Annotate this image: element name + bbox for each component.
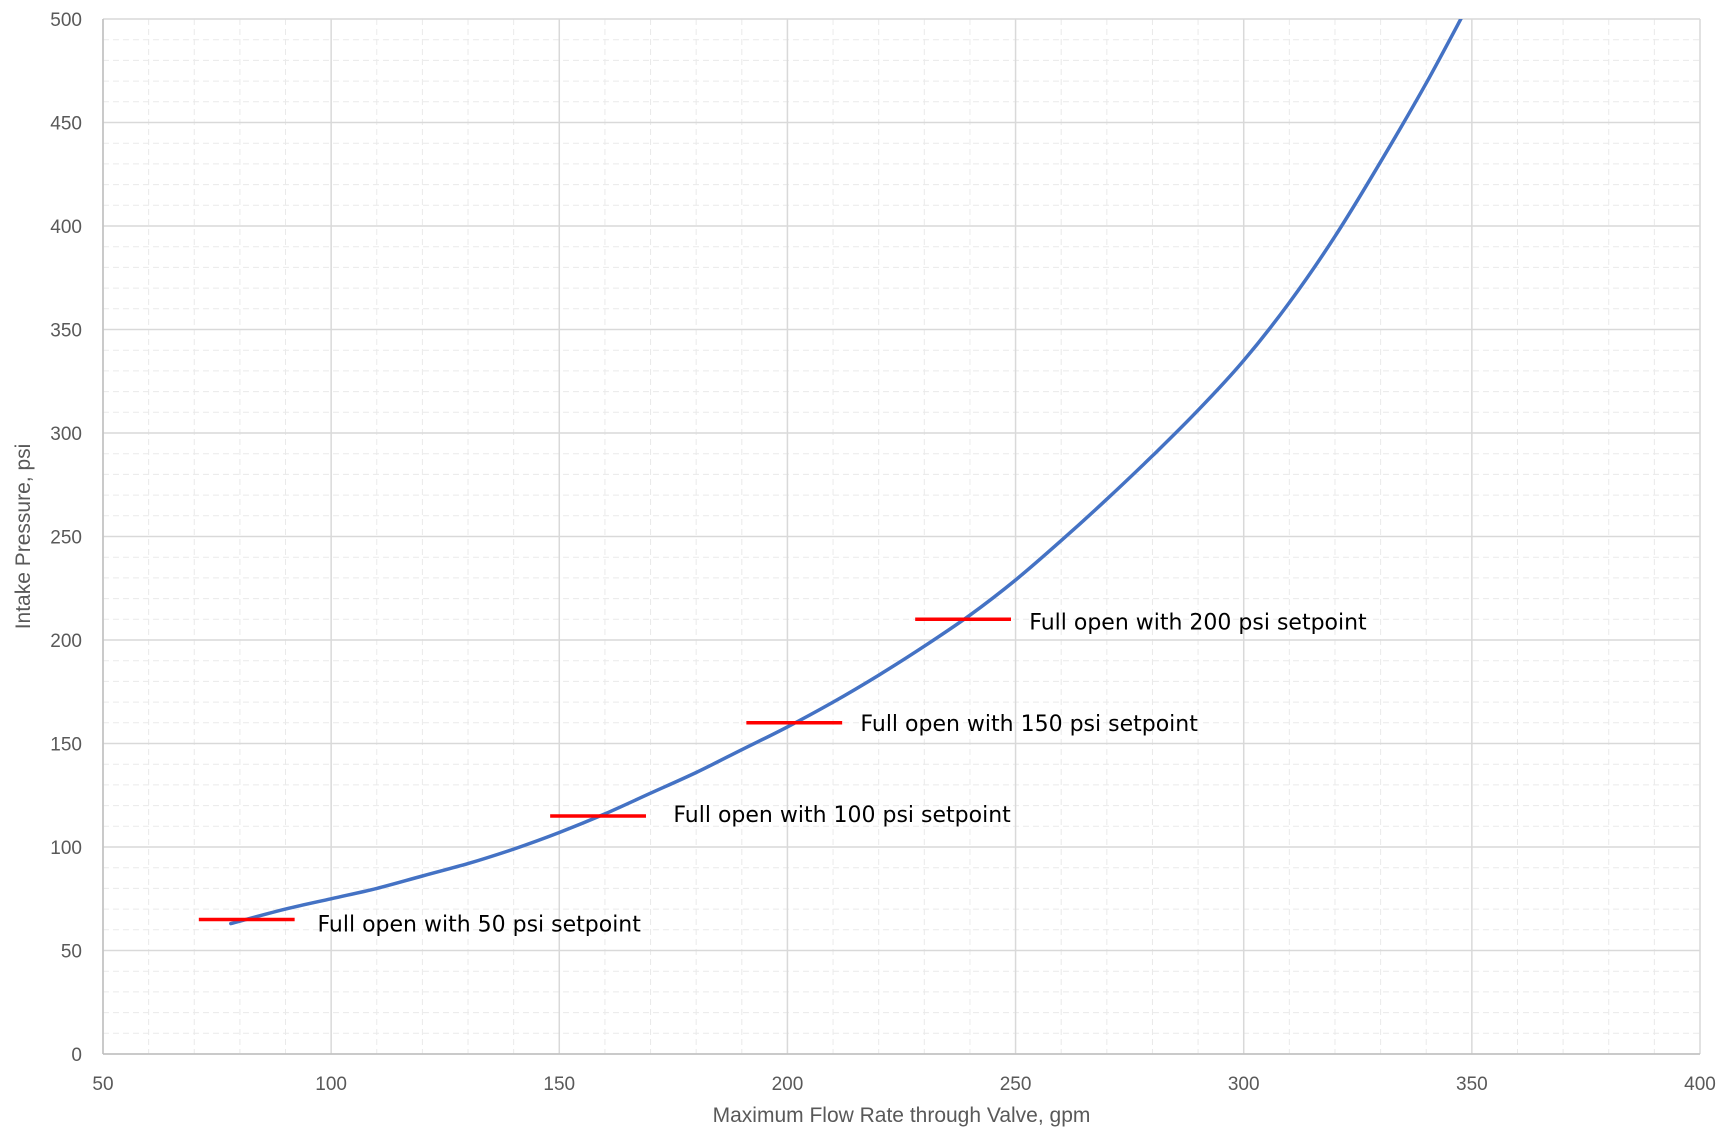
y-tick-label: 450 (50, 114, 82, 135)
annotations: Full open with 50 psi setpoint Full open … (317, 610, 1367, 937)
y-tick-label: 400 (50, 217, 82, 238)
y-tick-label: 200 (50, 631, 82, 652)
x-tick-label: 200 (772, 1074, 804, 1095)
y-tick-label: 150 (50, 735, 82, 756)
x-axis-title: Maximum Flow Rate through Valve, gpm (713, 1104, 1091, 1127)
y-tick-label: 300 (50, 424, 82, 445)
x-tick-label: 300 (1228, 1074, 1260, 1095)
x-tick-label: 250 (1000, 1074, 1032, 1095)
y-axis-tick-labels: 0 50 100 150 200 250 300 350 400 450 500 (50, 10, 82, 1066)
x-tick-label: 350 (1456, 1074, 1488, 1095)
minor-gridlines (103, 19, 1700, 1054)
x-axis-tick-labels: 50 100 150 200 250 300 350 400 (92, 1074, 1715, 1095)
setpoint-annotation: Full open with 50 psi setpoint (317, 913, 641, 938)
y-tick-label: 500 (50, 10, 82, 31)
y-tick-label: 0 (71, 1045, 82, 1066)
x-tick-label: 100 (315, 1074, 347, 1095)
major-gridlines (102, 18, 1701, 1055)
y-tick-label: 100 (50, 838, 82, 859)
setpoint-markers (198, 617, 1012, 922)
series-layer (229, 19, 1463, 926)
y-tick-label: 250 (50, 528, 82, 549)
y-tick-label: 350 (50, 321, 82, 342)
y-tick-label: 50 (61, 942, 82, 963)
setpoint-annotation: Full open with 100 psi setpoint (673, 803, 1011, 828)
setpoint-annotation: Full open with 200 psi setpoint (1029, 610, 1367, 635)
setpoint-annotation: Full open with 150 psi setpoint (860, 712, 1198, 737)
series-line (229, 19, 1463, 926)
x-tick-label: 150 (543, 1074, 575, 1095)
x-tick-label: 400 (1684, 1074, 1716, 1095)
y-axis-title: Intake Pressure, psi (12, 444, 35, 630)
x-tick-label: 50 (92, 1074, 113, 1095)
plot-axes (102, 19, 1700, 1055)
